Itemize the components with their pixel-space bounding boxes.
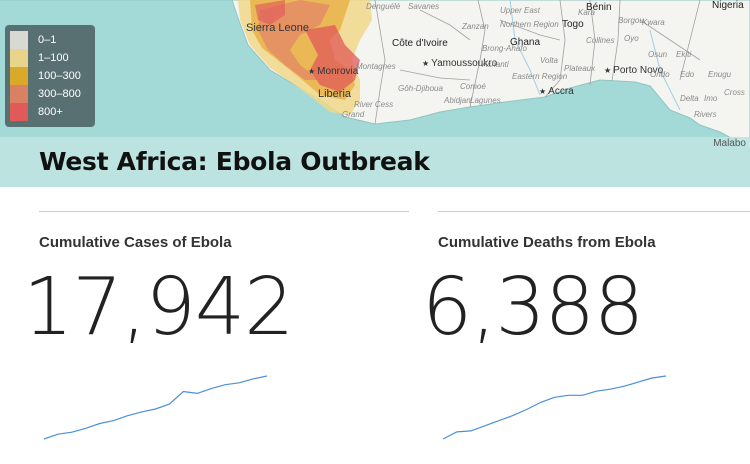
region-label: Savanes <box>408 2 440 11</box>
city-label-malabo: Malabo <box>713 138 746 149</box>
legend-label: 100–300 <box>38 70 81 82</box>
region-label: Oyo <box>624 34 639 43</box>
country-label-liberia: Liberia <box>318 88 352 100</box>
region-label: Kwara <box>642 18 665 27</box>
stat-label-deaths: Cumulative Deaths from Ebola <box>438 234 656 251</box>
region-label: Plateaux <box>564 64 596 73</box>
region-label: Zanzan <box>462 22 489 31</box>
region-label: Osun <box>648 50 668 59</box>
region-label: River Cess <box>354 100 394 109</box>
legend-item: 100–300 <box>10 67 90 85</box>
legend-item: 800+ <box>10 103 90 121</box>
legend-label: 0–1 <box>38 34 57 46</box>
stat-card-cases: Cumulative Cases of Ebola 17,942 <box>23 211 409 461</box>
region-label: Upper East <box>500 6 541 15</box>
country-label-ghana: Ghana <box>510 37 541 48</box>
region-label: Brong-Ahafo <box>482 44 527 53</box>
sparkline-trend-line <box>442 375 667 440</box>
region-label: Volta <box>540 56 558 65</box>
map[interactable]: Sierra Leone ★ Monrovia Liberia Côte d'Iv… <box>0 0 750 187</box>
region-label: Edo <box>680 70 695 79</box>
country-label-nigeria: Nigeria <box>712 0 744 11</box>
page-title: West Africa: Ebola Outbreak <box>39 147 430 176</box>
region-label: Ashanti <box>482 60 509 69</box>
stat-card-deaths: Cumulative Deaths from Ebola 6,388 <box>422 211 750 461</box>
capital-star-icon: ★ <box>604 66 612 75</box>
land-mass <box>0 0 750 151</box>
stat-value-deaths: 6,388 <box>422 261 644 353</box>
legend-swatch <box>10 103 28 121</box>
outbreak-region-red-2 <box>255 0 285 25</box>
region-label: Borgou <box>618 16 644 25</box>
legend-label: 1–100 <box>38 52 69 64</box>
region-label: Collines <box>586 36 615 45</box>
region-label: Gôh-Djiboua <box>398 84 443 93</box>
map-legend: 0–1 1–100 100–300 300–800 800+ <box>5 25 95 127</box>
map-canvas <box>0 0 750 151</box>
capital-star-icon: ★ <box>539 87 547 96</box>
divider <box>39 211 409 212</box>
country-label-sierra-leone: Sierra Leone <box>246 22 309 34</box>
country-label-benin: Bénin <box>586 2 612 13</box>
region-label: Ekiti <box>676 50 692 59</box>
city-label-yamoussoukro: ★ Yamoussoukro <box>422 58 498 69</box>
region-label: Grand <box>342 110 365 119</box>
region-label: Montagnes <box>356 62 396 71</box>
capital-star-icon: ★ <box>422 59 430 68</box>
region-label: Lagunes <box>470 96 501 105</box>
region-label: Delta <box>680 94 699 103</box>
sparkline-cases <box>43 375 268 440</box>
legend-swatch <box>10 31 28 49</box>
legend-swatch <box>10 49 28 67</box>
region-label: Enugu <box>708 70 732 79</box>
region-label: Kara <box>578 8 595 17</box>
city-label-accra: ★ Accra <box>539 86 574 97</box>
sparkline-deaths <box>442 375 667 440</box>
region-label: Northern Region <box>500 20 559 29</box>
region-label: Cross <box>724 88 745 97</box>
stat-value-cases: 17,942 <box>23 261 294 353</box>
city-label-monrovia: ★ Monrovia <box>308 66 359 77</box>
region-label: Eastern Region <box>512 72 568 81</box>
legend-item: 0–1 <box>10 31 90 49</box>
capital-star-icon: ★ <box>308 67 316 76</box>
region-label: Rivers <box>694 110 717 119</box>
country-label-cote-divoire: Côte d'Ivoire <box>392 38 448 49</box>
legend-item: 300–800 <box>10 85 90 103</box>
sparkline-trend-line <box>43 375 268 440</box>
region-label: Imo <box>704 94 718 103</box>
region-label: Abidjan <box>444 96 471 105</box>
rivers <box>509 0 681 111</box>
legend-swatch <box>10 85 28 103</box>
country-borders <box>374 0 701 125</box>
country-label-togo: Togo <box>562 19 584 30</box>
region-label: Ondo <box>650 70 670 79</box>
outbreak-region-red <box>305 25 360 92</box>
region-label: Comoé <box>460 82 486 91</box>
title-band: West Africa: Ebola Outbreak <box>0 137 750 187</box>
legend-swatch <box>10 67 28 85</box>
city-label-porto-novo: ★ Porto Novo <box>604 65 664 76</box>
legend-label: 300–800 <box>38 88 81 100</box>
divider <box>438 211 750 212</box>
legend-item: 1–100 <box>10 49 90 67</box>
stat-label-cases: Cumulative Cases of Ebola <box>39 234 232 251</box>
region-label: Denguélé <box>366 2 401 11</box>
legend-label: 800+ <box>38 106 63 118</box>
